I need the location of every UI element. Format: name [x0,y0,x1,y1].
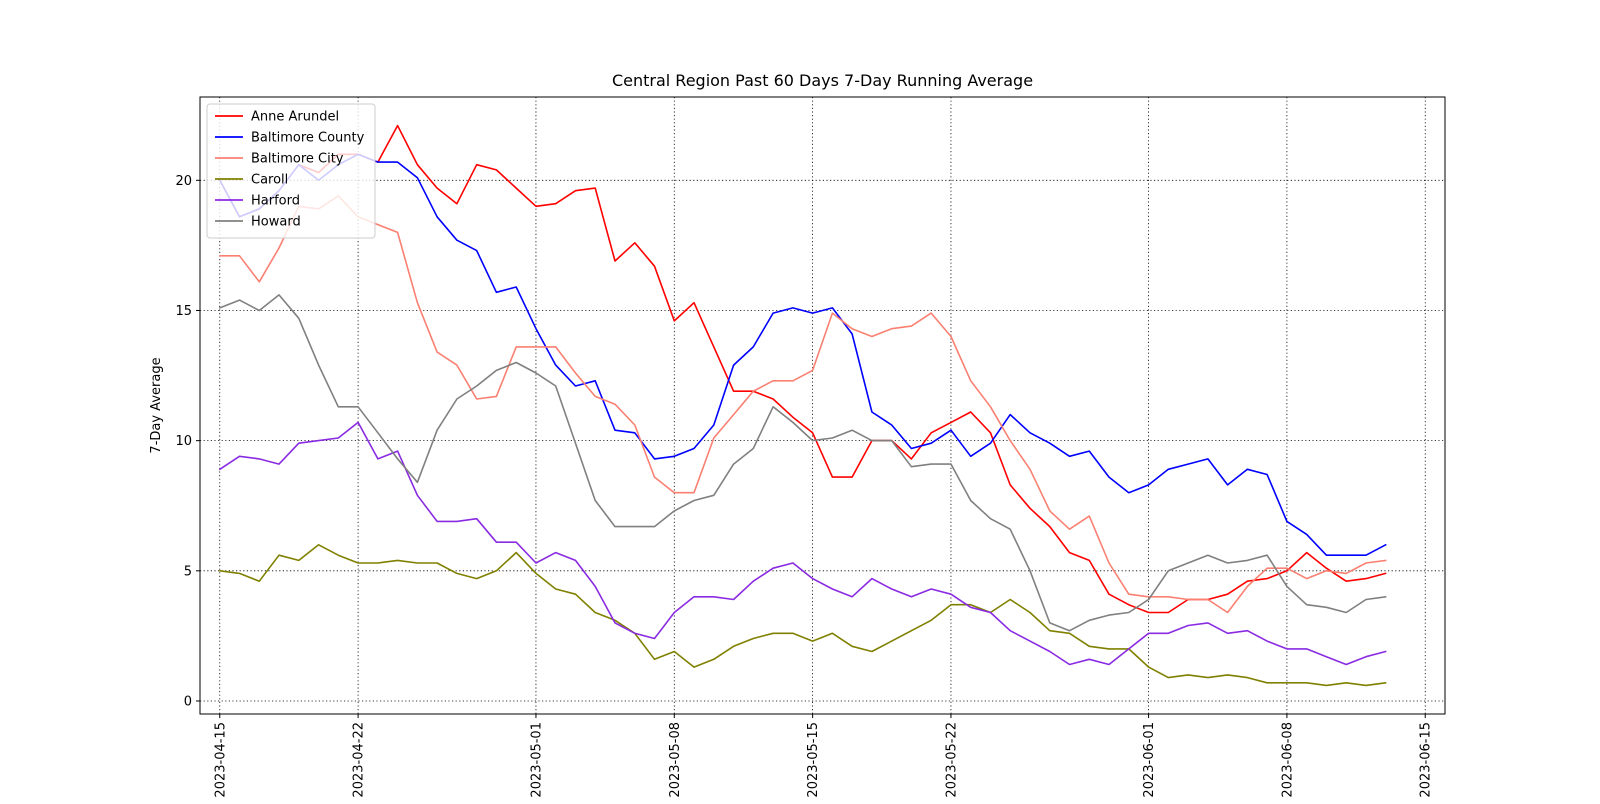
legend-entry-label: Anne Arundel [251,110,339,125]
series-line-caroll [219,543,1387,687]
legend-entry-label: Baltimore City [251,152,344,167]
y-tick-label: 15 [175,304,192,319]
legend-entry-label: Howard [251,215,301,230]
x-tick-label: 2023-04-15 [213,722,228,798]
series-line-baltimore-city [219,195,1387,614]
y-tick-label: 0 [184,694,192,709]
y-tick-label: 10 [175,434,192,449]
y-tick-label: 5 [184,564,192,579]
x-tick-label: 2023-05-22 [944,722,959,798]
legend: Anne Arundel Baltimore County Baltimore Ci… [206,103,376,239]
x-tick-label: 2023-05-08 [668,722,683,798]
grid [200,97,1445,714]
series-line-harford [219,421,1387,666]
x-tick-label: 2023-06-15 [1419,722,1434,798]
legend-entry-label: Harford [251,194,300,209]
x-tick-label: 2023-06-01 [1142,722,1157,798]
legend-entry-label: Caroll [251,173,288,188]
axes: 0 5 10 15 20 2023-04-15 2023-04-22 2023-05-01 20… [175,174,1433,798]
legend-entry-label: Baltimore County [251,131,365,146]
x-tick-label: 2023-05-01 [529,722,544,798]
series-line-baltimore-county [219,153,1387,557]
x-tick-label: 2023-06-08 [1280,722,1295,798]
chart-title: Central Region Past 60 Days 7-Day Runnin… [612,71,1033,90]
y-axis-label: 7-Day Average [149,357,164,453]
legend-box [206,103,376,239]
plot-frame [199,96,1446,715]
x-tick-label: 2023-04-22 [352,722,367,798]
series-lines [219,124,1387,687]
series-line-howard [219,294,1387,632]
y-tick-label: 20 [175,174,192,189]
x-tick-label: 2023-05-15 [806,722,821,798]
